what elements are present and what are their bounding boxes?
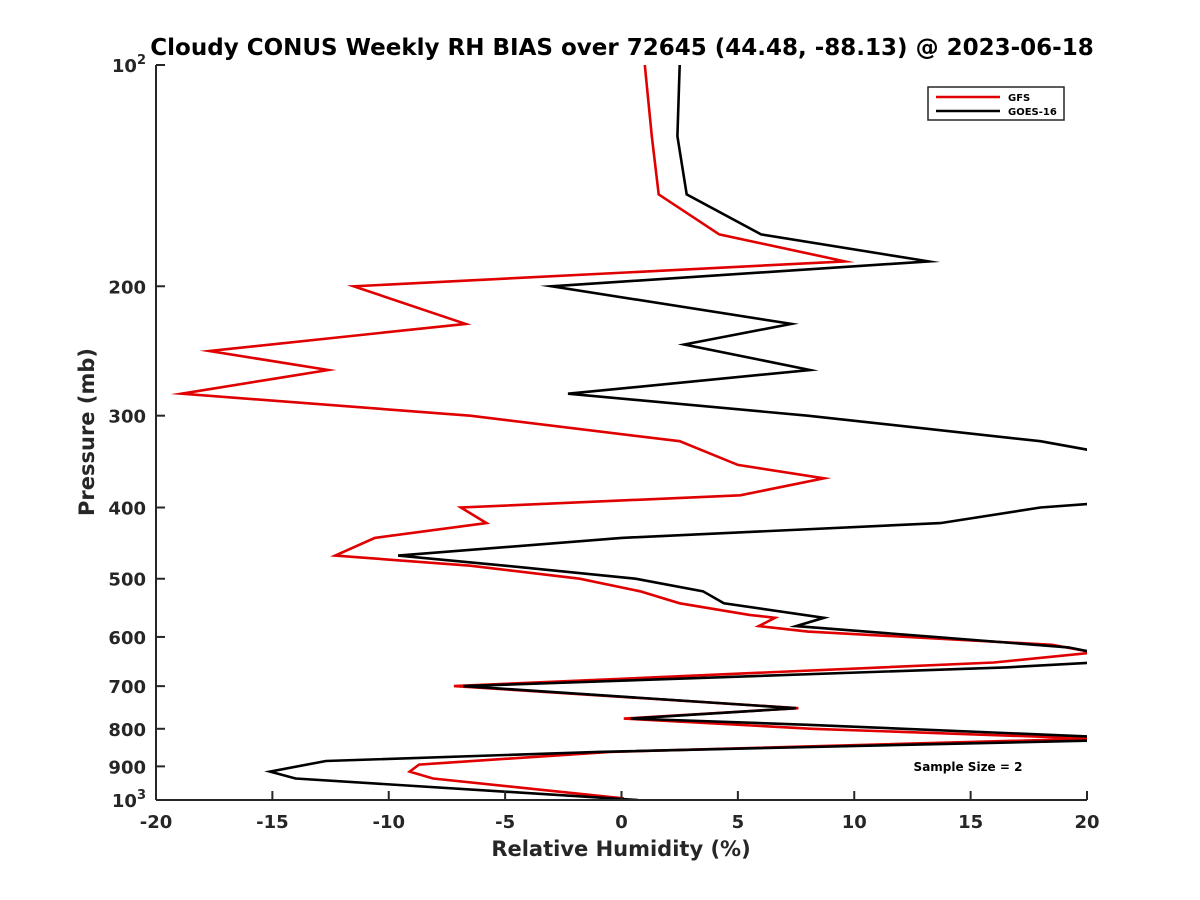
x-tick-label: 15 [958,812,983,833]
plot-area: -20 -15 -10 -5 0 5 10 15 20 102 200 300 400 500 600 700… [108,53,1099,833]
x-tick-label: 5 [732,812,745,833]
y-tick-label: 800 [108,720,146,741]
y-tick-label: 400 [108,499,146,520]
chart-title: Cloudy CONUS Weekly RH BIAS over 72645 (… [150,35,1093,61]
legend: GFS GOES-16 [927,86,1065,121]
legend-box [927,86,1065,121]
y-tick-label: 300 [108,407,146,428]
y-tick-label: 102 [112,53,146,77]
x-tick-label: 0 [615,812,628,833]
x-tick-label: -20 [140,812,173,833]
y-tick-label: 600 [108,628,146,649]
x-tick-label: 10 [842,812,867,833]
axes-layer: -20 -15 -10 -5 0 5 10 15 20 102 200 300 400 500 600 700… [108,53,1099,833]
y-tick-label: 500 [108,570,146,591]
y-tick-label: 900 [108,757,146,778]
x-tick-label: -15 [256,812,289,833]
y-tick-label: 200 [108,277,146,298]
legend-label: GOES-16 [1008,107,1057,118]
y-axis-label: Pressure (mb) [75,348,99,516]
y-tick-label: 700 [108,677,146,698]
series-line-gfs [170,65,1087,800]
x-tick-label: -10 [372,812,405,833]
series-layer [170,65,1087,800]
y-tick-label: 103 [112,788,146,812]
x-axis-label: Relative Humidity (%) [491,837,750,861]
sample-size-annotation: Sample Size = 2 [914,760,1023,774]
x-tick-label: -5 [495,812,515,833]
series-line-goes-16 [264,65,1087,800]
legend-label: GFS [1008,93,1030,104]
x-tick-label: 20 [1074,812,1099,833]
